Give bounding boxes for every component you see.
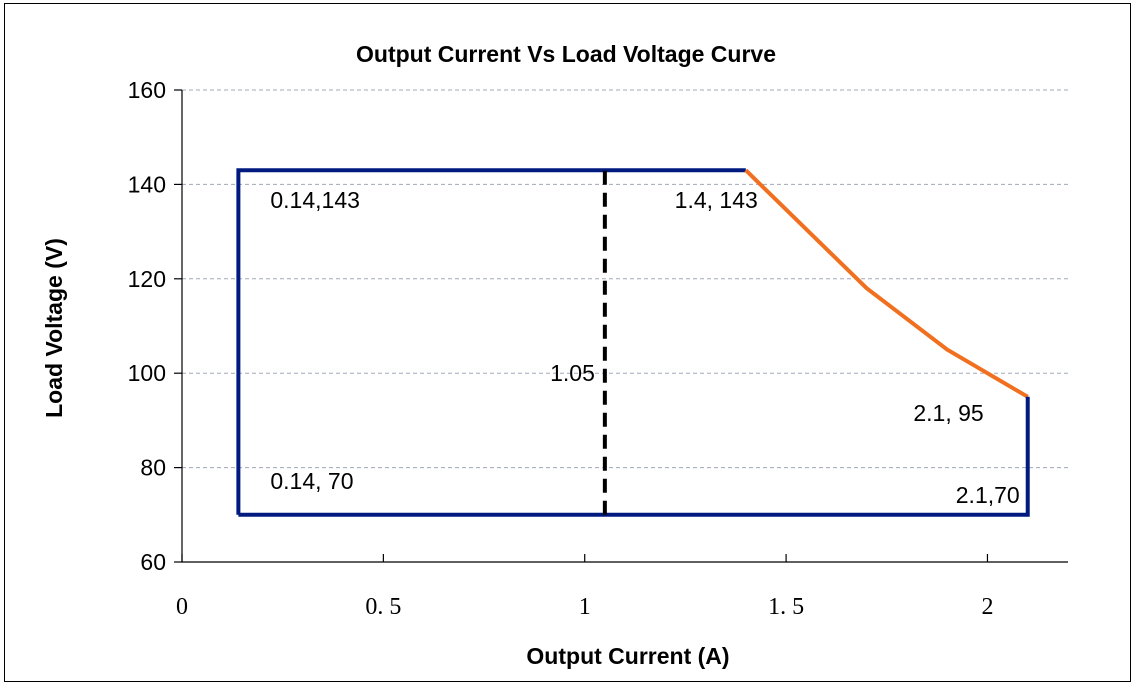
series-line-0 — [236, 168, 746, 515]
x-tick-label-1: 0. 5 — [365, 594, 401, 620]
x-tick-label-4: 2 — [981, 594, 993, 620]
x-axis-title: Output Current (A) — [526, 643, 729, 669]
x-tick-label-2: 1 — [579, 594, 591, 620]
y-axis-title: Load Voltage (V) — [41, 238, 67, 418]
annotation-4: 0.14, 70 — [270, 468, 353, 494]
series-lines — [236, 168, 1030, 517]
axes — [181, 90, 1068, 563]
annotation-3: 2.1, 95 — [913, 400, 983, 426]
chart-title: Output Current Vs Load Voltage Curve — [356, 41, 776, 67]
y-tick-label-0: 60 — [140, 549, 166, 575]
annotation-2: 1.05 — [550, 360, 595, 386]
y-tick-label-4: 140 — [128, 171, 166, 197]
annotation-1: 1.4, 143 — [675, 187, 758, 213]
x-tick-label-3: 1. 5 — [768, 594, 804, 620]
annotation-5: 2.1,70 — [956, 482, 1020, 508]
y-tick-label-1: 80 — [140, 455, 166, 481]
y-tick-label-3: 120 — [128, 266, 166, 292]
chart-frame — [4, 3, 1131, 682]
x-axis-ticks: 0 0. 5 1 1. 5 2 — [176, 554, 993, 620]
gridlines — [182, 89, 1068, 469]
annotations: 0.14,143 1.4, 143 1.05 2.1, 95 0.14, 70 2.1,7… — [270, 187, 1019, 508]
annotation-0: 0.14,143 — [270, 187, 360, 213]
series-line-1 — [744, 168, 1029, 399]
series-line-2 — [238, 396, 1030, 517]
y-axis-ticks: 60 80 100 120 140 160 — [128, 77, 182, 575]
y-tick-label-5: 160 — [128, 77, 166, 103]
x-tick-label-0: 0 — [176, 594, 188, 620]
y-tick-label-2: 100 — [128, 360, 166, 386]
